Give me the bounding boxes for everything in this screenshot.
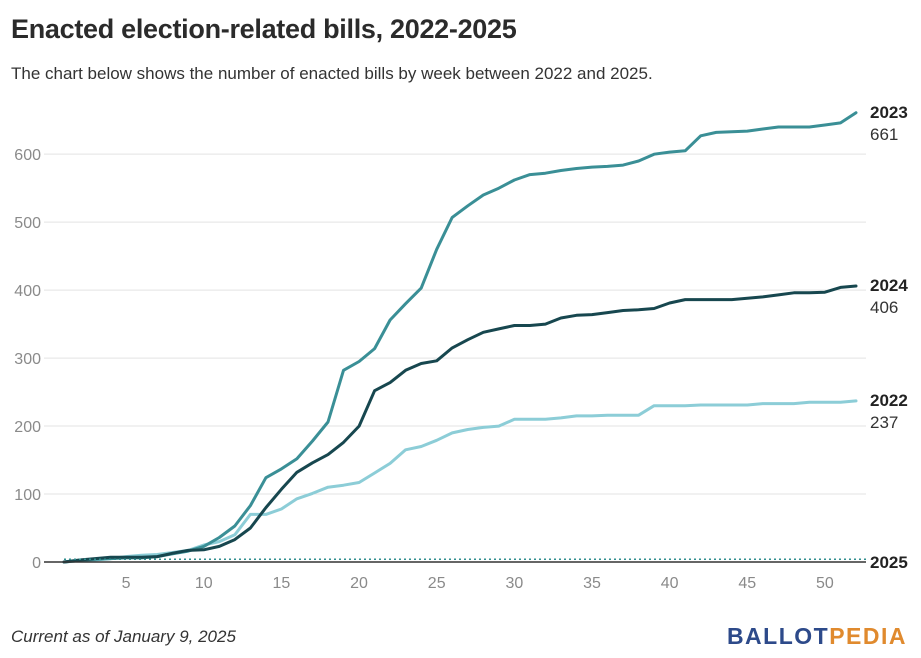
- end-label-year-2022: 2022: [870, 391, 908, 410]
- end-label-year-2025: 2025: [870, 553, 908, 572]
- x-tick-label: 20: [350, 575, 368, 592]
- y-tick-label: 600: [14, 147, 41, 164]
- end-labels: 2022 237 2023 661 2024 406 2025: [870, 103, 908, 572]
- end-label-value-2024: 406: [870, 298, 898, 317]
- series-line-2022: [62, 399, 858, 564]
- chart-subtitle: The chart below shows the number of enac…: [11, 64, 653, 83]
- y-tick-label: 500: [14, 215, 41, 232]
- x-tick-label: 35: [583, 575, 601, 592]
- series-line-2024: [62, 284, 858, 564]
- y-axis-ticks: 0 100 200 300 400 500 600: [14, 147, 41, 572]
- y-tick-label: 300: [14, 351, 41, 368]
- y-tick-label: 100: [14, 487, 41, 504]
- logo-part-pedia: PEDIA: [829, 623, 907, 649]
- series-lines: [44, 111, 866, 564]
- x-tick-label: 30: [505, 575, 523, 592]
- grid-lines: [44, 153, 866, 495]
- end-label-year-2023: 2023: [870, 103, 908, 122]
- x-tick-label: 5: [122, 575, 131, 592]
- x-tick-label: 45: [738, 575, 756, 592]
- ballotpedia-logo[interactable]: BALLOTPEDIA: [727, 623, 907, 650]
- y-tick-label: 200: [14, 419, 41, 436]
- series-line-2023: [62, 111, 858, 564]
- end-label-year-2024: 2024: [870, 276, 908, 295]
- end-label-value-2023: 661: [870, 125, 898, 144]
- y-tick-label: 0: [32, 555, 41, 572]
- x-tick-label: 25: [428, 575, 446, 592]
- logo-part-ballot: BALLOT: [726, 623, 830, 649]
- x-tick-label: 40: [661, 575, 679, 592]
- chart-title: Enacted election-related bills, 2022-202…: [11, 14, 517, 44]
- x-tick-label: 15: [273, 575, 291, 592]
- x-axis-ticks: 5 10 15 20 25 30 35 40 45 50: [122, 575, 834, 592]
- footnote: Current as of January 9, 2025: [11, 627, 236, 646]
- y-tick-label: 400: [14, 283, 41, 300]
- end-label-value-2022: 237: [870, 413, 898, 432]
- x-tick-label: 50: [816, 575, 834, 592]
- x-tick-label: 10: [195, 575, 213, 592]
